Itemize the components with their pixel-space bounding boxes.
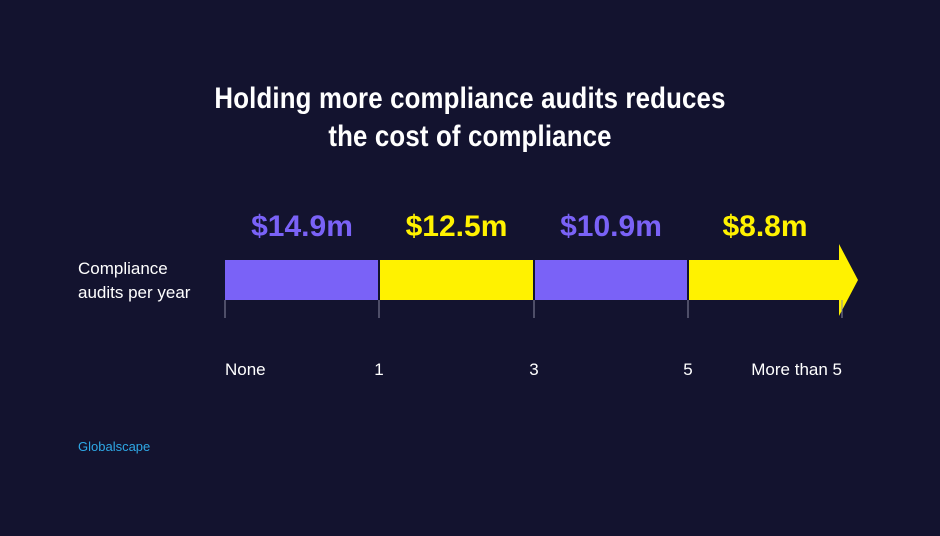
ticks-group <box>224 300 843 318</box>
tick-label-1: None <box>225 360 266 379</box>
value-labels-group: $14.9m $12.5m $10.9m $8.8m <box>251 210 807 243</box>
bar-segment-4 <box>688 244 858 316</box>
row-label-line-1: Compliance <box>78 259 168 278</box>
tick-label-4: 5 <box>683 360 692 379</box>
chart-title-line-2: the cost of compliance <box>328 120 612 153</box>
value-label-1: $14.9m <box>251 210 353 243</box>
chart-title-line-1: Holding more compliance audits reduces <box>214 82 726 115</box>
chart-title: Holding more compliance audits reduces t… <box>66 80 874 156</box>
segments-group <box>225 244 858 316</box>
bar-segment-1 <box>225 260 379 300</box>
value-label-4: $8.8m <box>722 210 807 243</box>
bar-segment-3 <box>534 260 688 300</box>
row-label: Compliance audits per year <box>78 257 228 305</box>
bar-segment-2 <box>379 260 534 300</box>
source-credit: Globalscape <box>78 439 151 454</box>
tick-label-3: 3 <box>529 360 538 379</box>
tick-labels-group: None 1 3 5 More than 5 <box>225 360 842 379</box>
tick-label-2: 1 <box>374 360 383 379</box>
row-label-line-2: audits per year <box>78 283 191 302</box>
value-label-2: $12.5m <box>406 210 508 243</box>
value-label-3: $10.9m <box>560 210 662 243</box>
tick-label-5: More than 5 <box>751 360 842 379</box>
